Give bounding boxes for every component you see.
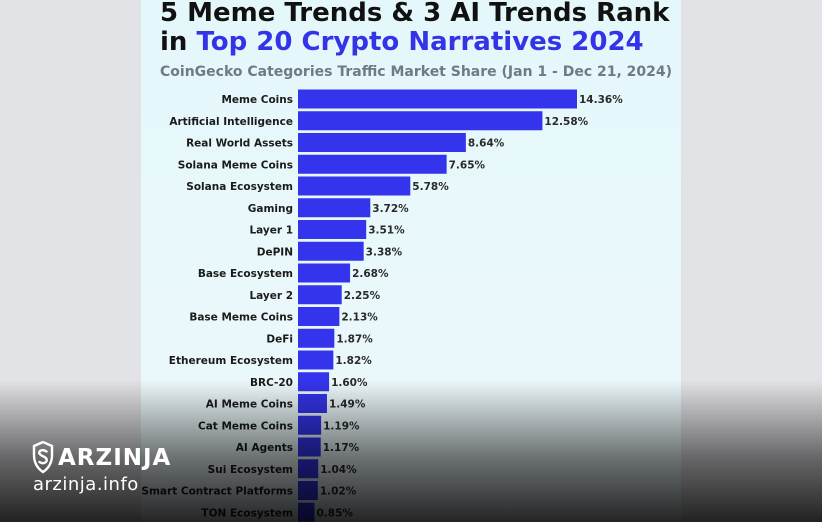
bar-depin: [298, 241, 364, 261]
value-label: 1.60%: [331, 377, 368, 389]
title-prefix: in: [160, 27, 197, 57]
bar-brc-20: [298, 372, 330, 392]
bar-ai-meme-coins: [298, 394, 327, 413]
bar-solana-ecosystem: [298, 176, 411, 196]
chart-title-line1: 5 Meme Trends & 3 AI Trends Rank: [160, 0, 670, 28]
value-label: 2.13%: [341, 312, 378, 324]
value-label: 1.49%: [329, 399, 366, 411]
bar-ethereum-ecosystem: [298, 350, 334, 370]
value-label: 0.85%: [317, 507, 354, 519]
value-label: 12.58%: [544, 116, 588, 128]
watermark-brand: ARZINJA: [32, 441, 171, 475]
value-label: 1.82%: [335, 355, 372, 367]
arzinja-logo-icon: [32, 441, 54, 474]
value-label: 3.72%: [372, 203, 409, 215]
value-label: 3.38%: [366, 246, 403, 258]
bar-sui-ecosystem: [298, 459, 319, 479]
bar-solana-meme-coins: [298, 154, 447, 174]
category-label: Cat Meme Coins: [198, 420, 293, 432]
bar-meme-coins: [298, 89, 577, 109]
bar-cat-meme-coins: [298, 415, 322, 435]
bar-layer-2: [298, 285, 342, 305]
category-label: AI Agents: [236, 442, 293, 454]
value-label: 7.65%: [449, 159, 486, 171]
bar-ai-agents: [298, 437, 321, 457]
bar-base-ecosystem: [298, 263, 351, 283]
category-label: Base Ecosystem: [198, 268, 293, 280]
category-label: Solana Ecosystem: [186, 181, 293, 193]
value-label: 1.02%: [320, 486, 357, 498]
chart-subtitle: CoinGecko Categories Traffic Market Shar…: [160, 64, 673, 80]
value-label: 1.04%: [320, 464, 357, 476]
watermark-name: ARZINJA: [58, 445, 172, 471]
bar-ton-ecosystem: [298, 502, 315, 522]
category-label: Layer 2: [249, 290, 293, 302]
bar-real-world-assets: [298, 133, 466, 152]
category-label: DePIN: [257, 246, 293, 258]
value-label: 1.19%: [323, 420, 360, 432]
category-label: AI Meme Coins: [206, 399, 293, 411]
value-label: 14.36%: [579, 94, 623, 106]
chart-title-line2: in Top 20 Crypto Narratives 2024: [160, 27, 644, 57]
value-label: 5.78%: [412, 181, 449, 193]
bar-gaming: [298, 198, 371, 218]
category-label: BRC-20: [250, 377, 293, 389]
value-label: 8.64%: [468, 138, 505, 150]
category-label: Solana Meme Coins: [178, 159, 293, 171]
category-label: Base Meme Coins: [189, 312, 293, 324]
category-label: Layer 1: [249, 225, 293, 237]
watermark-url: arzinja.info: [33, 474, 139, 495]
value-label: 1.17%: [323, 442, 360, 454]
value-label: 3.51%: [368, 225, 405, 237]
bar-base-meme-coins: [298, 307, 340, 326]
category-label: Sui Ecosystem: [208, 464, 293, 476]
bar-defi: [298, 328, 335, 348]
bar-layer-1: [298, 220, 367, 239]
category-label: Artificial Intelligence: [169, 116, 293, 128]
category-label: TON Ecosystem: [201, 507, 293, 519]
category-label: Ethereum Ecosystem: [169, 355, 293, 367]
category-label: Smart Contract Platforms: [141, 486, 293, 498]
category-label: Gaming: [248, 203, 293, 215]
value-label: 2.25%: [344, 290, 381, 302]
category-label: DeFi: [266, 333, 293, 345]
category-label: Meme Coins: [221, 94, 293, 106]
value-label: 2.68%: [352, 268, 389, 280]
bar-smart-contract-platforms: [298, 481, 318, 500]
category-label: Real World Assets: [186, 138, 293, 150]
bar-artificial-intelligence: [298, 111, 543, 131]
title-highlight: Top 20 Crypto Narratives 2024: [196, 27, 644, 57]
value-label: 1.87%: [336, 333, 373, 345]
